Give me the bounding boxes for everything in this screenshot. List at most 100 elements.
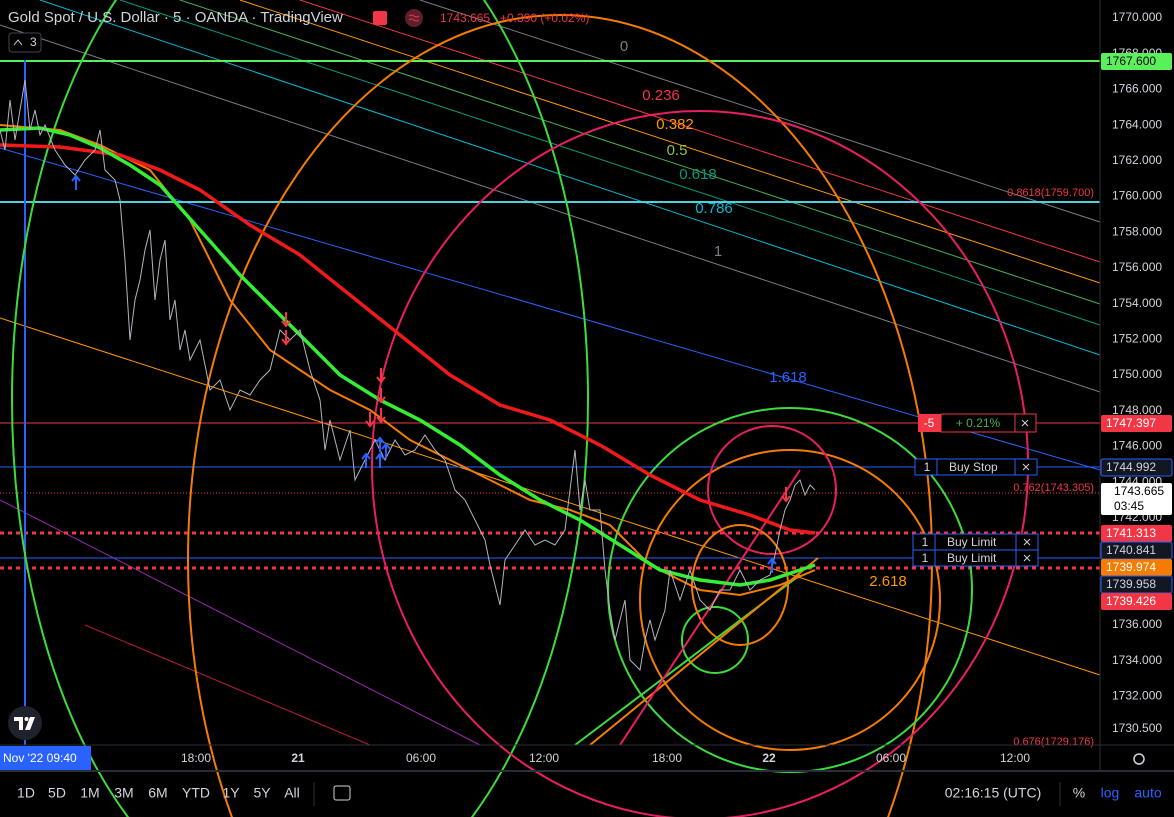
time-tick-label: 12:00 <box>1000 751 1030 765</box>
price-tick-label: 1730.500 <box>1112 721 1162 735</box>
price-tick-label: 1766.000 <box>1112 82 1162 96</box>
fib-ext-label: 1.618 <box>769 369 807 386</box>
time-tick-label: 12:00 <box>529 751 559 765</box>
fib-price-label: 0.8618(1759.700) <box>1007 187 1094 199</box>
price-label: 1744.992 <box>1106 460 1156 474</box>
auto-toggle[interactable]: auto <box>1134 785 1161 801</box>
fib-line <box>0 24 1101 393</box>
data-status-glyph <box>408 14 420 22</box>
last-price-label: 1743.665 <box>1114 484 1164 498</box>
range-button[interactable]: 5Y <box>253 785 271 801</box>
time-cursor-label: Nov '22 09:40 <box>3 751 77 765</box>
order-box[interactable] <box>914 458 1038 476</box>
percent-toggle[interactable]: % <box>1073 785 1085 801</box>
last-price-bg <box>1101 483 1172 515</box>
header: Gold Spot / U.S. Dollar · 5 · OANDA · Tr… <box>8 9 589 53</box>
price-label-bg <box>1101 53 1172 70</box>
logo-mark <box>14 717 35 730</box>
price-label-bg <box>1101 593 1172 610</box>
price-tick-label: 1736.000 <box>1112 617 1162 631</box>
fib-level-label: 1 <box>714 243 722 260</box>
price-label: 1740.841 <box>1106 543 1156 557</box>
fib-price-label: 0.762(1743.305) <box>1013 482 1094 494</box>
fib-level-label: 0.382 <box>656 116 694 133</box>
range-button[interactable]: YTD <box>182 785 210 801</box>
fib-line <box>39 0 1101 356</box>
range-button[interactable]: 5D <box>48 785 66 801</box>
price-tick-label: 1754.000 <box>1112 296 1162 310</box>
time-tick-label: 06:00 <box>876 751 906 765</box>
time-axis: Nov '22 09:40 18:00 21 06:00 12:00 18:00 22 06… <box>0 744 1174 770</box>
time-tick-label: 06:00 <box>406 751 436 765</box>
circle <box>707 425 837 555</box>
trend-line <box>619 469 801 746</box>
arrow-up <box>381 442 391 458</box>
log-toggle[interactable]: log <box>1101 785 1120 801</box>
price-label: 1741.313 <box>1106 526 1156 540</box>
close-icon[interactable] <box>1022 463 1030 471</box>
price-label-bg <box>1101 559 1172 576</box>
arrow-down <box>281 312 291 328</box>
price-tick-label: 1770.000 <box>1112 10 1162 24</box>
date-range-icon[interactable] <box>333 785 351 801</box>
fib-level-label: 0 <box>620 38 628 55</box>
chevron <box>13 39 23 46</box>
price-axis: 1770.0001768.0001766.0001764.0001762.000… <box>1099 0 1174 770</box>
close-icon[interactable] <box>1023 538 1031 546</box>
signal-arrows <box>71 174 791 573</box>
price-tick-label: 1756.000 <box>1112 260 1162 274</box>
price-tick-label: 1732.000 <box>1112 688 1162 702</box>
header-price: 1743.665 <box>440 11 490 25</box>
arrow-down <box>376 388 386 404</box>
ma-green <box>0 126 816 587</box>
position-pnl: + 0.21% <box>956 416 1001 430</box>
position-qty-bg <box>918 414 941 432</box>
range-button[interactable]: 1M <box>80 785 99 801</box>
fib-level-label: 0.786 <box>695 200 733 217</box>
fib-line <box>239 0 1101 284</box>
arrow-up <box>71 174 81 190</box>
market-status-icon[interactable] <box>373 11 387 25</box>
clock[interactable]: 02:16:15 (UTC) <box>945 785 1041 801</box>
order-type: Buy Limit <box>947 551 997 565</box>
circle <box>639 449 941 751</box>
order-box[interactable] <box>912 549 1039 567</box>
fib-level-label: 0.236 <box>642 87 680 104</box>
header-change: +0.390 (+0.02%) <box>500 11 589 25</box>
price-tick-label: 1764.000 <box>1112 117 1162 131</box>
countdown-label: 03:45 <box>1114 499 1144 513</box>
data-status-icon[interactable] <box>405 9 423 27</box>
logo-bg <box>8 706 42 740</box>
price-tick-label: 1734.000 <box>1112 653 1162 667</box>
price-tick-label: 1752.000 <box>1112 331 1162 345</box>
fib-line <box>299 0 1101 263</box>
price-label-bg <box>1101 525 1172 542</box>
close-icon[interactable] <box>1023 554 1031 562</box>
indicators-toggle[interactable] <box>8 32 42 53</box>
order-qty: 1 <box>924 460 931 474</box>
range-button[interactable]: 1Y <box>222 785 240 801</box>
trend-line <box>589 557 819 746</box>
time-tick-label: 18:00 <box>652 751 682 765</box>
range-button[interactable]: 6M <box>148 785 167 801</box>
range-button[interactable]: All <box>284 785 300 801</box>
price-axis-bg <box>1100 0 1174 770</box>
arrow-up <box>361 452 371 468</box>
price-line <box>0 79 816 672</box>
fib-line <box>179 0 1101 305</box>
circle <box>681 606 749 674</box>
price-label: 1739.958 <box>1106 577 1156 591</box>
order-type: Buy Stop <box>949 460 998 474</box>
price-tick-label: 1748.000 <box>1112 403 1162 417</box>
settings-icon[interactable] <box>1133 753 1145 765</box>
range-button[interactable]: 1D <box>17 785 35 801</box>
arrow-up <box>375 436 385 452</box>
arrow-down <box>365 412 375 428</box>
order-qty: 1 <box>922 535 929 549</box>
fib-line <box>84 624 371 746</box>
logo-dot <box>24 717 29 721</box>
range-button[interactable]: 3M <box>114 785 133 801</box>
price-label-bg <box>1101 415 1172 432</box>
close-icon[interactable] <box>1021 419 1029 427</box>
